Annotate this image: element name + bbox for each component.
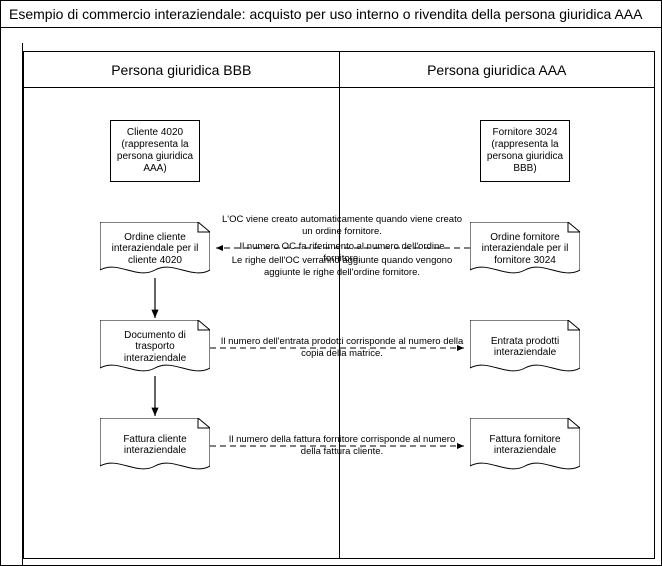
doc-sales-order-label: Ordine cliente interaziendale per il cli… <box>104 228 206 270</box>
doc-transport-label: Documento di trasporto interaziendale <box>104 326 206 368</box>
stage: Cliente 4020 (rappresenta la persona giu… <box>24 88 654 558</box>
note-invoice-num: Il numero della fattura fornitore corris… <box>220 434 464 458</box>
node-vendor-3024: Fornitore 3024 (rappresenta la persona g… <box>480 120 570 182</box>
swimlane-container: Persona giuridica BBB Persona giuridica … <box>23 51 655 559</box>
diagram-title: Esempio di commercio interaziendale: acq… <box>1 1 661 28</box>
doc-vendor-invoice-label: Fattura fornitore interaziendale <box>474 424 576 466</box>
doc-product-entry: Entrata prodotti interaziendale <box>470 320 580 378</box>
left-margin <box>1 43 23 565</box>
doc-sales-order: Ordine cliente interaziendale per il cli… <box>100 222 210 280</box>
doc-purchase-order: Ordine fornitore interaziendale per il f… <box>470 222 580 280</box>
doc-transport: Documento di trasporto interaziendale <box>100 320 210 378</box>
doc-purchase-order-label: Ordine fornitore interaziendale per il f… <box>474 228 576 270</box>
note-entry-num: Il numero dell'entrata prodotti corrispo… <box>220 336 464 360</box>
doc-customer-invoice: Fattura cliente interaziendale <box>100 418 210 476</box>
swimlane-header: Persona giuridica BBB Persona giuridica … <box>24 52 654 88</box>
lane-divider <box>339 88 340 558</box>
lane-bbb-header: Persona giuridica BBB <box>24 52 340 87</box>
diagram-body: Persona giuridica BBB Persona giuridica … <box>1 43 661 565</box>
node-customer-4020: Cliente 4020 (rappresenta la persona giu… <box>110 120 200 182</box>
lane-aaa-header: Persona giuridica AAA <box>340 52 655 87</box>
note-oc-created: L'OC viene creato automaticamente quando… <box>220 214 464 238</box>
note-oc-rows: Le righe dell'OC verranno aggiunte quand… <box>220 255 464 279</box>
doc-product-entry-label: Entrata prodotti interaziendale <box>474 326 576 368</box>
doc-customer-invoice-label: Fattura cliente interaziendale <box>104 424 206 466</box>
diagram-frame: Esempio di commercio interaziendale: acq… <box>0 0 662 566</box>
doc-vendor-invoice: Fattura fornitore interaziendale <box>470 418 580 476</box>
